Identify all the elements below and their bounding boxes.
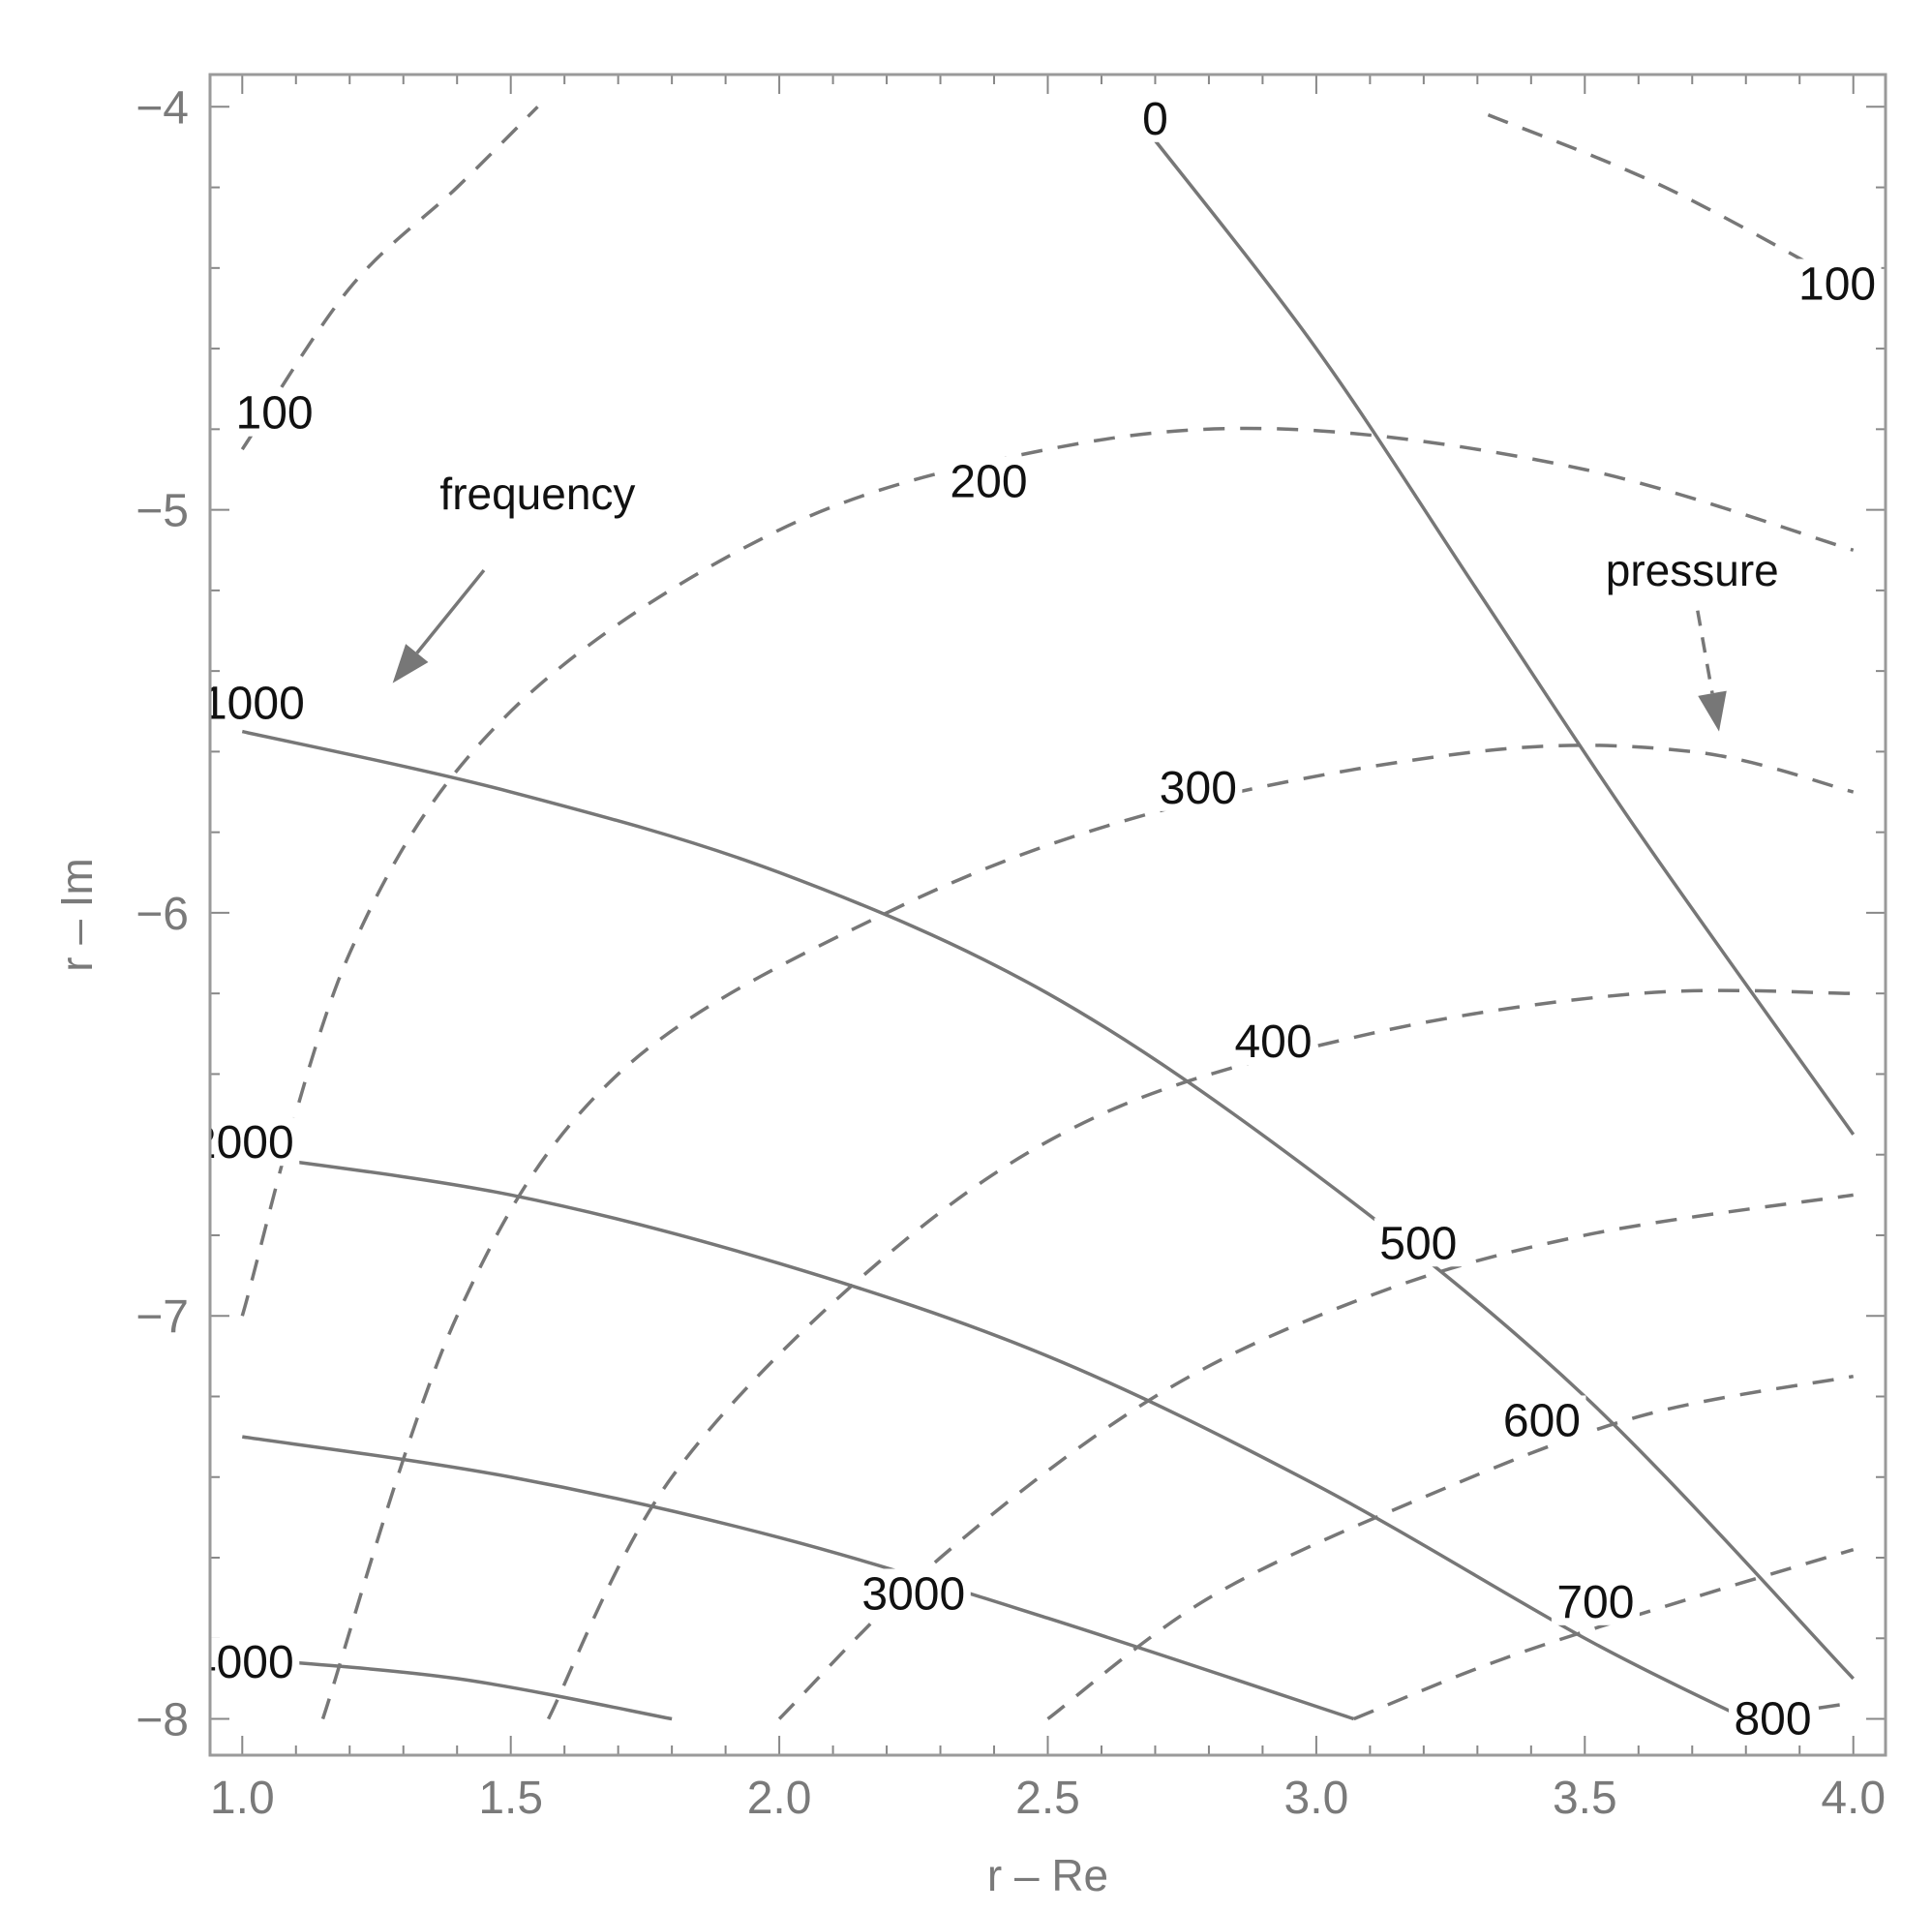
- contour-label-1000: 1000: [201, 678, 305, 729]
- y-tick-label: −8: [136, 1695, 189, 1746]
- frequency-arrow-head: [392, 644, 429, 683]
- x-axis-label: r – Re: [987, 1850, 1108, 1900]
- pressure-contour-600: [1046, 1374, 1855, 1720]
- pressure-contour-400: [546, 988, 1854, 1720]
- contour-label-bg: [856, 1568, 971, 1618]
- contour-label-300: 300: [1160, 763, 1237, 814]
- x-tick-label: 1.5: [478, 1773, 543, 1824]
- pressure-arrow-head: [1698, 690, 1727, 732]
- axis-ticks: 1.0 1.5 2.0 2.5 3.0 3.5 4.0 −4 −5 −6 −7 −8: [136, 75, 1886, 1824]
- x-tick-label: 4.0: [1821, 1773, 1886, 1824]
- contour-label-700: 700: [1556, 1577, 1634, 1628]
- frequency-contour-1000: [241, 729, 1855, 1681]
- contour-label-4000: 4000: [191, 1637, 294, 1688]
- x-tick-label: 1.0: [210, 1773, 275, 1824]
- annotations: frequency pressure: [392, 469, 1779, 732]
- contour-label-600: 600: [1503, 1395, 1581, 1446]
- contour-label-100: 100: [1798, 258, 1876, 310]
- contour-label-bg: [1551, 1576, 1640, 1625]
- pressure-contour-300: [320, 744, 1855, 1720]
- contour-label-800: 800: [1734, 1694, 1811, 1745]
- y-tick-label: −7: [136, 1291, 189, 1343]
- contour-label-bg: [1793, 258, 1882, 308]
- contour-label-bg: [210, 1637, 300, 1686]
- contour-label-bg: [1497, 1395, 1586, 1444]
- contour-label-bg: [1374, 1218, 1463, 1267]
- contour-label-400: 400: [1234, 1017, 1312, 1068]
- y-tick-label: −4: [136, 82, 189, 134]
- contour-label-200: 200: [950, 456, 1027, 507]
- pressure-arrow-shaft: [1696, 610, 1714, 694]
- contour-label-bg: [210, 678, 311, 727]
- frequency-arrow-shaft: [415, 568, 486, 654]
- axis-labels: r – Re r – Im: [51, 858, 1108, 1900]
- contour-label-bg: [1229, 1017, 1318, 1066]
- contour-label-bg: [1728, 1693, 1817, 1743]
- x-tick-label: 3.5: [1553, 1773, 1617, 1824]
- contour-label-100: 100: [236, 388, 314, 440]
- contour-label-bg: [230, 387, 319, 437]
- contour-label-3000: 3000: [861, 1568, 965, 1620]
- x-tick-label: 3.0: [1284, 1773, 1349, 1824]
- pressure-annotation: pressure: [1606, 545, 1779, 595]
- y-tick-label: −6: [136, 889, 189, 940]
- x-tick-label: 2.5: [1015, 1773, 1080, 1824]
- contour-label-bg: [1154, 762, 1243, 811]
- pressure-contour-100: [1487, 113, 1855, 290]
- frequency-annotation: frequency: [439, 469, 635, 519]
- contour-label-bg: [210, 1117, 300, 1167]
- y-tick-label: −5: [136, 486, 189, 537]
- plot-frame: [208, 73, 1887, 1757]
- contour-labels: 0 100 100 200 1000 300 400 2000 500 600 3000 700 400…: [191, 93, 1882, 1745]
- contour-label-2000: 2000: [191, 1117, 294, 1168]
- x-tick-label: 2.0: [747, 1773, 812, 1824]
- contour-label-500: 500: [1379, 1218, 1457, 1269]
- contour-label-bg: [1136, 93, 1173, 142]
- frequency-contour-0: [1142, 126, 1856, 1136]
- y-axis-label: r – Im: [51, 858, 102, 972]
- pressure-contour-200: [240, 426, 1855, 1317]
- contour-label-bg: [944, 456, 1033, 505]
- pressure-contour-700: [1353, 1548, 1855, 1721]
- contour-label-0: 0: [1142, 94, 1168, 145]
- frequency-contour-3000: [242, 1435, 1355, 1721]
